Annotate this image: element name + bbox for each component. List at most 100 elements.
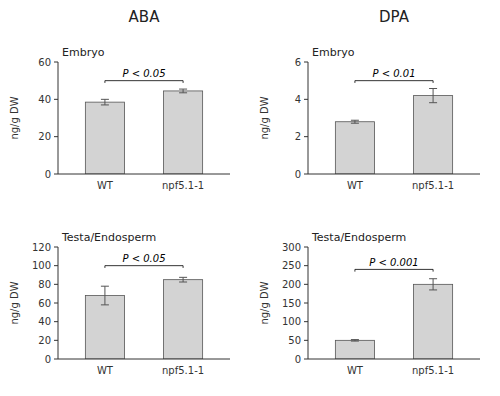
y-tick bbox=[54, 321, 58, 322]
bar bbox=[85, 102, 124, 174]
y-tick-label: 20 bbox=[38, 131, 51, 142]
error-stem bbox=[433, 279, 434, 290]
bar bbox=[164, 280, 203, 359]
y-tick bbox=[54, 99, 58, 100]
y-tick-label: 100 bbox=[282, 316, 301, 327]
error-cap bbox=[351, 339, 359, 340]
error-stem bbox=[183, 89, 184, 93]
y-tick-label: 40 bbox=[38, 316, 51, 327]
x-tick-label: WT bbox=[97, 365, 114, 376]
y-tick-label: 300 bbox=[282, 242, 301, 253]
y-tick bbox=[54, 265, 58, 266]
error-cap bbox=[179, 89, 187, 90]
error-cap bbox=[179, 92, 187, 93]
y-tick bbox=[304, 174, 308, 175]
error-bar bbox=[429, 89, 437, 103]
y-axis bbox=[58, 247, 59, 359]
y-tick-label: 200 bbox=[282, 279, 301, 290]
y-tick-label: 150 bbox=[282, 298, 301, 309]
error-bar bbox=[351, 120, 359, 123]
p-value-label: P < 0.01 bbox=[372, 68, 415, 79]
y-tick-label: 60 bbox=[38, 57, 51, 68]
y-axis bbox=[58, 62, 59, 174]
y-tick-label: 250 bbox=[282, 260, 301, 271]
panel-title: Embryo bbox=[62, 46, 105, 59]
y-axis bbox=[308, 62, 309, 174]
significance-bracket bbox=[105, 266, 183, 268]
error-cap bbox=[429, 278, 437, 279]
x-tick-label: WT bbox=[97, 180, 114, 191]
y-tick-label: 0 bbox=[45, 354, 51, 365]
y-tick-label: 50 bbox=[288, 335, 301, 346]
x-tick-label: WT bbox=[347, 180, 364, 191]
y-tick bbox=[54, 303, 58, 304]
error-cap bbox=[101, 104, 109, 105]
y-axis-label: ng/g DW bbox=[9, 281, 20, 324]
y-tick-label: 6 bbox=[295, 57, 301, 68]
error-stem bbox=[433, 89, 434, 103]
error-cap bbox=[351, 341, 359, 342]
bar bbox=[85, 296, 124, 359]
error-stem bbox=[183, 277, 184, 282]
y-tick-label: 40 bbox=[38, 94, 51, 105]
error-cap bbox=[351, 120, 359, 121]
y-tick-label: 0 bbox=[295, 354, 301, 365]
bar bbox=[414, 96, 453, 174]
figure: ABAEmbryo0204060ng/g DWWTnpf5.1-1P < 0.0… bbox=[0, 0, 500, 396]
y-tick bbox=[304, 247, 308, 248]
y-tick bbox=[54, 359, 58, 360]
y-tick bbox=[304, 99, 308, 100]
y-tick-label: 2 bbox=[295, 131, 301, 142]
y-tick-label: 80 bbox=[38, 279, 51, 290]
y-tick-label: 60 bbox=[38, 298, 51, 309]
bar bbox=[414, 284, 453, 359]
x-axis bbox=[308, 174, 480, 175]
y-tick bbox=[54, 340, 58, 341]
y-axis-label: ng/g DW bbox=[259, 96, 270, 139]
plot-area bbox=[335, 89, 452, 174]
y-tick bbox=[304, 340, 308, 341]
y-tick bbox=[54, 136, 58, 137]
y-tick bbox=[54, 284, 58, 285]
panel-title: Testa/Endosperm bbox=[61, 231, 156, 244]
significance-bracket bbox=[355, 269, 433, 271]
plot-area bbox=[85, 89, 202, 174]
x-axis bbox=[58, 359, 230, 360]
error-cap bbox=[429, 88, 437, 89]
panel: DPAEmbryo0246ng/g DWWTnpf5.1-1P < 0.01 bbox=[259, 8, 480, 191]
x-tick-label: npf5.1-1 bbox=[412, 180, 454, 191]
y-tick-label: 20 bbox=[38, 335, 51, 346]
error-cap bbox=[101, 286, 109, 287]
x-axis bbox=[58, 174, 230, 175]
bar bbox=[335, 122, 374, 174]
error-bar bbox=[179, 89, 187, 93]
column-title: ABA bbox=[129, 8, 161, 26]
y-tick bbox=[304, 265, 308, 266]
y-tick-label: 0 bbox=[295, 169, 301, 180]
error-bar bbox=[351, 340, 359, 341]
x-tick-label: npf5.1-1 bbox=[162, 180, 204, 191]
error-bar bbox=[179, 277, 187, 282]
p-value-label: P < 0.05 bbox=[122, 253, 165, 264]
panel: Testa/Endosperm050100150200250300ng/g DW… bbox=[259, 231, 480, 376]
x-axis bbox=[308, 359, 480, 360]
y-tick bbox=[304, 321, 308, 322]
error-bar bbox=[429, 279, 437, 290]
y-tick bbox=[304, 284, 308, 285]
error-bar bbox=[101, 286, 109, 305]
y-tick-label: 4 bbox=[295, 94, 301, 105]
panel: Testa/Endosperm020406080100120ng/g DWWTn… bbox=[9, 231, 230, 376]
p-value-label: P < 0.05 bbox=[122, 68, 165, 79]
panel-title: Testa/Endosperm bbox=[311, 231, 406, 244]
y-tick bbox=[54, 174, 58, 175]
error-stem bbox=[104, 286, 105, 305]
significance-bracket bbox=[355, 81, 433, 83]
error-cap bbox=[179, 277, 187, 278]
error-cap bbox=[179, 282, 187, 283]
bar bbox=[335, 340, 374, 359]
x-tick-label: WT bbox=[347, 365, 364, 376]
column-title: DPA bbox=[379, 8, 410, 26]
plot-area bbox=[335, 279, 452, 359]
significance-bracket bbox=[105, 81, 183, 83]
error-cap bbox=[101, 99, 109, 100]
